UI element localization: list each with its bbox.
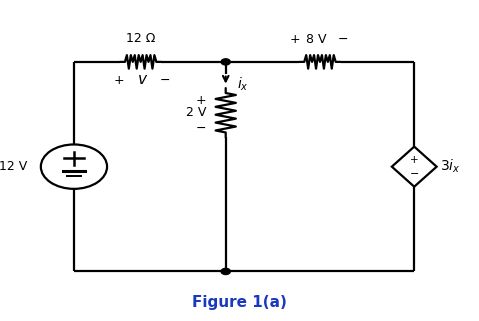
Text: +: + bbox=[113, 74, 124, 87]
Text: $\it{v}$: $\it{v}$ bbox=[137, 72, 148, 87]
Text: 2 V: 2 V bbox=[186, 106, 206, 119]
Text: +: + bbox=[410, 155, 419, 165]
Text: −: − bbox=[338, 33, 348, 46]
Text: $\it{i}_{x}$: $\it{i}_{x}$ bbox=[237, 75, 249, 93]
Text: $3\it{i}_{x}$: $3\it{i}_{x}$ bbox=[440, 158, 460, 175]
Text: −: − bbox=[410, 169, 419, 179]
Text: 8 V: 8 V bbox=[306, 33, 327, 46]
Text: +: + bbox=[289, 33, 300, 46]
Circle shape bbox=[221, 59, 230, 65]
Text: Figure 1(a): Figure 1(a) bbox=[192, 295, 287, 310]
Text: −: − bbox=[196, 122, 206, 134]
Circle shape bbox=[221, 268, 230, 274]
Text: −: − bbox=[160, 74, 170, 87]
Text: +: + bbox=[196, 94, 206, 107]
Text: 12 Ω: 12 Ω bbox=[126, 32, 155, 45]
Text: 12 V: 12 V bbox=[0, 160, 27, 173]
